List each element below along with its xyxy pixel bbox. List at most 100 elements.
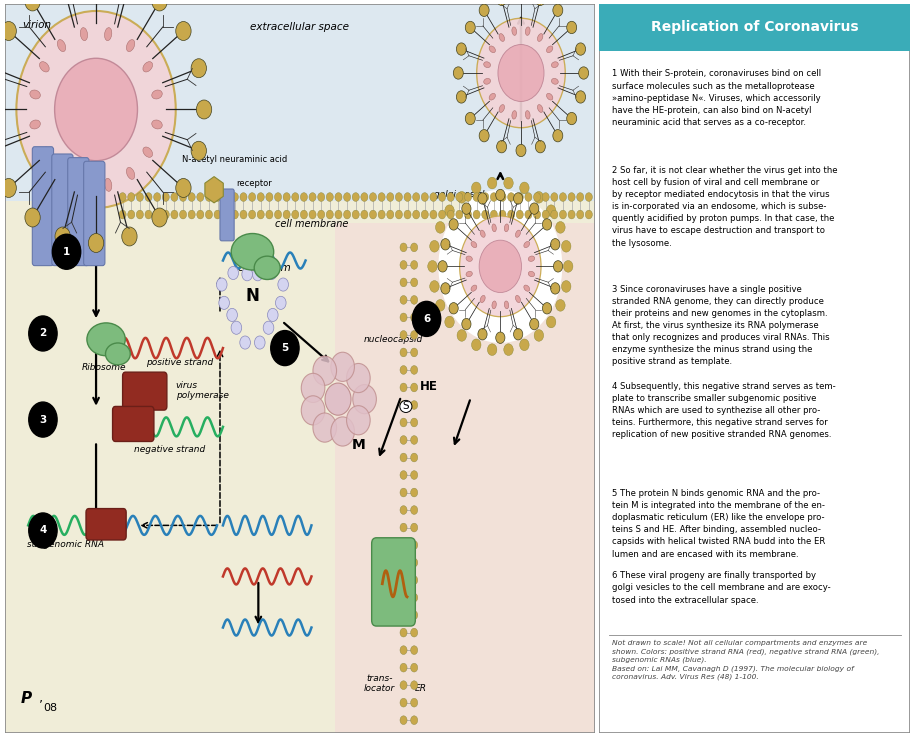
Circle shape [400, 313, 407, 322]
Circle shape [553, 130, 563, 142]
Circle shape [551, 283, 560, 294]
Circle shape [400, 663, 407, 672]
Circle shape [535, 141, 545, 153]
Circle shape [271, 331, 299, 366]
Circle shape [404, 210, 411, 219]
Circle shape [274, 210, 282, 219]
Circle shape [411, 313, 417, 322]
Circle shape [231, 210, 239, 219]
Text: golgi vesicle: golgi vesicle [435, 190, 490, 199]
Circle shape [504, 343, 513, 355]
Circle shape [496, 332, 505, 343]
Ellipse shape [466, 256, 472, 262]
Circle shape [411, 541, 417, 550]
Circle shape [413, 192, 420, 201]
Circle shape [191, 59, 207, 77]
Circle shape [119, 210, 126, 219]
Circle shape [197, 100, 211, 119]
Circle shape [197, 210, 204, 219]
FancyBboxPatch shape [5, 4, 595, 200]
Circle shape [445, 316, 454, 328]
Circle shape [551, 239, 560, 250]
Circle shape [430, 210, 437, 219]
Circle shape [533, 210, 541, 219]
Ellipse shape [126, 40, 135, 52]
Circle shape [413, 210, 420, 219]
Ellipse shape [81, 178, 88, 192]
Circle shape [513, 193, 522, 204]
Circle shape [222, 192, 230, 201]
Circle shape [438, 189, 563, 343]
Circle shape [542, 210, 549, 219]
Text: 6 These viral progeny are finally transported by
golgi vesicles to the cell memb: 6 These viral progeny are finally transp… [612, 571, 831, 604]
Circle shape [436, 299, 445, 311]
Circle shape [516, 210, 523, 219]
Text: Replication of Coronavirus: Replication of Coronavirus [651, 20, 858, 34]
Circle shape [343, 210, 350, 219]
Ellipse shape [499, 105, 504, 112]
Circle shape [327, 192, 333, 201]
Ellipse shape [105, 343, 130, 365]
Circle shape [411, 663, 417, 672]
Circle shape [335, 210, 342, 219]
Circle shape [441, 239, 450, 250]
Circle shape [240, 336, 251, 349]
Circle shape [0, 59, 1, 77]
Circle shape [566, 112, 576, 125]
Circle shape [400, 576, 407, 584]
Circle shape [353, 385, 376, 413]
Circle shape [214, 192, 221, 201]
Circle shape [543, 303, 552, 314]
Circle shape [453, 67, 463, 79]
Circle shape [499, 210, 506, 219]
Circle shape [411, 681, 417, 690]
Circle shape [292, 210, 299, 219]
Circle shape [508, 210, 514, 219]
Circle shape [411, 593, 417, 602]
Circle shape [411, 401, 417, 409]
Circle shape [504, 177, 513, 189]
Circle shape [411, 260, 417, 269]
Ellipse shape [515, 230, 521, 237]
Text: 1 With their S-protein, coronaviruses bind on cell
surface molecules such as the: 1 With their S-protein, coronaviruses bi… [612, 69, 821, 127]
FancyBboxPatch shape [32, 147, 54, 265]
Circle shape [400, 453, 407, 462]
Circle shape [128, 210, 135, 219]
Circle shape [227, 308, 237, 321]
Circle shape [421, 210, 428, 219]
Text: 4 Subsequently, this negative strand serves as tem-
plate to transcribe smaller : 4 Subsequently, this negative strand ser… [612, 382, 835, 439]
Circle shape [400, 506, 407, 514]
Circle shape [387, 210, 393, 219]
Circle shape [411, 383, 417, 392]
Circle shape [249, 192, 255, 201]
Circle shape [400, 418, 407, 427]
Text: 2 So far, it is not clear whether the virus get into the
host cell by fusion of : 2 So far, it is not clear whether the vi… [612, 166, 837, 248]
Circle shape [325, 383, 351, 415]
Circle shape [327, 210, 333, 219]
Text: ’: ’ [38, 699, 43, 711]
Ellipse shape [231, 234, 274, 270]
Circle shape [471, 182, 481, 194]
Circle shape [267, 308, 278, 321]
Circle shape [430, 281, 439, 293]
Circle shape [400, 488, 407, 497]
FancyBboxPatch shape [599, 4, 910, 733]
Circle shape [411, 436, 417, 444]
Circle shape [462, 318, 471, 329]
Text: 6: 6 [423, 314, 430, 324]
Circle shape [240, 192, 247, 201]
Circle shape [513, 329, 522, 340]
Text: 1: 1 [63, 247, 70, 256]
Circle shape [449, 219, 458, 230]
Circle shape [55, 227, 70, 246]
Circle shape [266, 210, 273, 219]
Circle shape [499, 192, 506, 201]
Circle shape [25, 0, 40, 11]
Text: P: P [21, 691, 32, 705]
Ellipse shape [39, 147, 49, 157]
Ellipse shape [104, 27, 112, 41]
Circle shape [25, 208, 40, 227]
Ellipse shape [537, 105, 543, 112]
Circle shape [352, 192, 360, 201]
Ellipse shape [528, 271, 534, 276]
